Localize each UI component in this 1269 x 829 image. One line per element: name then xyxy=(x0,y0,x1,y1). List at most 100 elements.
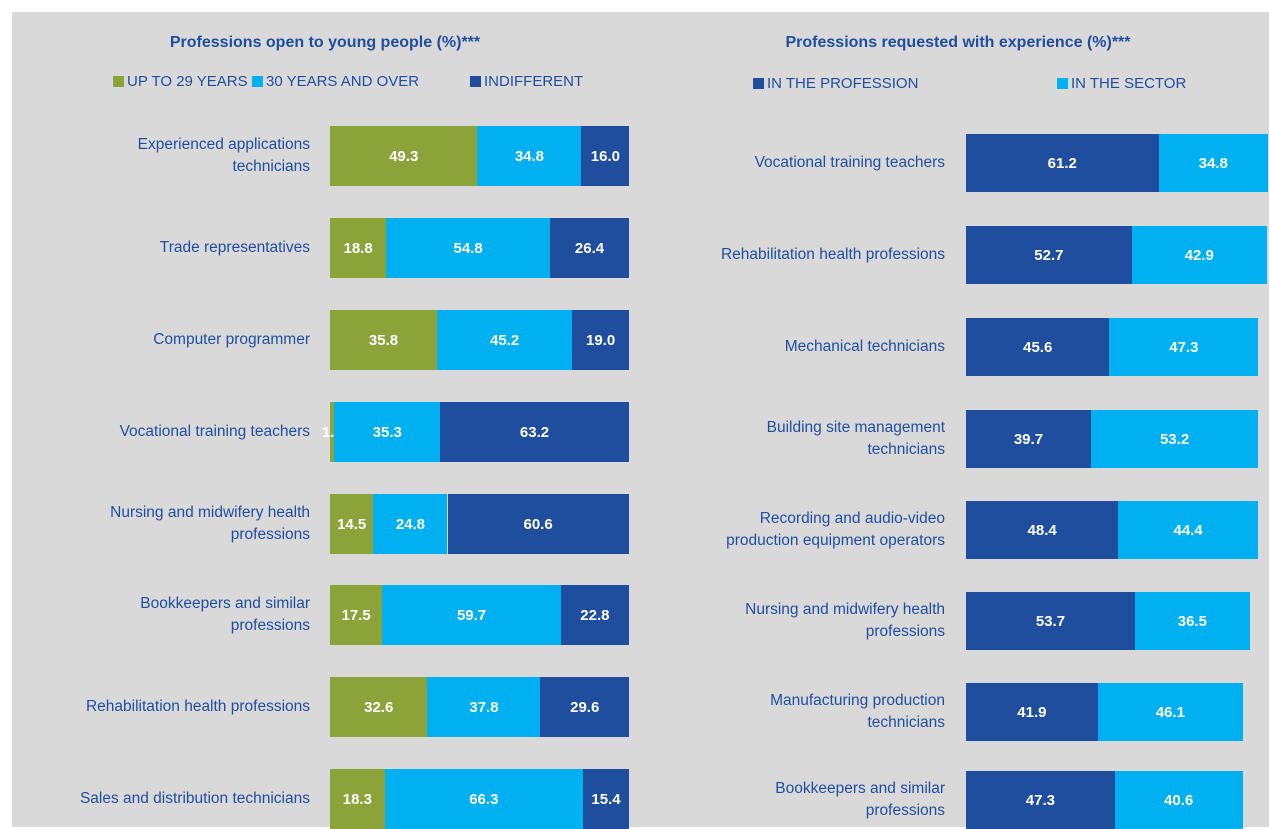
category-label: Sales and distribution technicians xyxy=(79,790,310,807)
legend-swatch xyxy=(1057,78,1068,89)
data-label: 39.7 xyxy=(1013,430,1044,448)
category-label: Vocational training teachers xyxy=(119,423,310,440)
data-label: 17.5 xyxy=(341,606,371,624)
bar-segment: 37.8 xyxy=(427,677,541,737)
legend-label: IN THE SECTOR xyxy=(1071,75,1187,92)
data-label: 19.0 xyxy=(585,331,616,349)
data-label: 41.9 xyxy=(1017,703,1047,721)
data-label: 36.5 xyxy=(1177,612,1207,630)
data-label: 66.3 xyxy=(469,790,499,808)
data-label: 45.6 xyxy=(1023,338,1053,356)
category-label: Bookkeepers and similar professions xyxy=(775,780,945,819)
data-label: 15.4 xyxy=(591,790,621,808)
bar-segment: 35.8 xyxy=(330,310,438,370)
chart-title: Professions open to young people (%)*** xyxy=(169,34,481,51)
bar-segment: 29.6 xyxy=(540,677,629,737)
data-label: 16.0 xyxy=(590,147,620,165)
bar-segment: 34.8 xyxy=(477,126,582,186)
bar-segment: 44.4 xyxy=(1118,501,1258,559)
category-label: Experienced applications technicians xyxy=(137,136,310,175)
legend-swatch xyxy=(470,76,481,87)
legend-swatch xyxy=(113,76,124,87)
category-label: Rehabilitation health professions xyxy=(85,698,310,715)
data-label: 47.3 xyxy=(1025,791,1055,809)
legend-item: 30 YEARS AND OVER xyxy=(252,73,419,90)
bar-segment: 42.9 xyxy=(1131,226,1267,284)
legend-label: INDIFFERENT xyxy=(484,73,584,90)
data-label: 48.4 xyxy=(1027,521,1057,539)
data-label: 26.4 xyxy=(574,239,605,257)
bar-segment: 36.5 xyxy=(1134,592,1250,650)
legend-item: INDIFFERENT xyxy=(470,73,583,90)
data-label: 54.8 xyxy=(453,239,483,257)
category-label: Trade representatives xyxy=(159,239,310,256)
data-label: 61.2 xyxy=(1047,154,1077,172)
bar-segment: 53.7 xyxy=(966,592,1135,650)
legend-label: 30 YEARS AND OVER xyxy=(266,73,420,90)
bar-segment: 39.7 xyxy=(966,410,1091,468)
bar-segment: 40.6 xyxy=(1114,771,1243,829)
bar-segment: 18.3 xyxy=(330,769,385,829)
category-label: Manufacturing production technicians xyxy=(770,692,945,731)
data-label: 63.2 xyxy=(519,423,550,441)
bar-segment: 46.1 xyxy=(1097,683,1243,741)
data-label: 35.3 xyxy=(372,423,402,441)
data-label: 37.8 xyxy=(469,698,499,716)
bar-segment: 34.8 xyxy=(1158,134,1268,192)
category-label: Computer programmer xyxy=(153,331,310,348)
bar-segment: 24.8 xyxy=(373,494,448,554)
legend-item: UP TO 29 YEARS xyxy=(113,73,248,90)
chart-title: Professions requested with experience (%… xyxy=(785,34,1131,51)
data-label: 22.8 xyxy=(580,606,610,624)
legend-swatch xyxy=(252,76,263,87)
category-label: Recording and audio-video production equ… xyxy=(726,510,945,549)
data-label: 40.6 xyxy=(1164,791,1194,809)
legend-item: IN THE SECTOR xyxy=(1057,75,1186,92)
bar-segment: 52.7 xyxy=(966,226,1132,284)
bar-segment: 54.8 xyxy=(386,218,551,278)
data-label: 32.6 xyxy=(364,698,394,716)
bar-segment: 53.2 xyxy=(1090,410,1259,468)
data-label: 53.7 xyxy=(1035,612,1066,630)
category-label: Bookkeepers and similar professions xyxy=(140,595,310,634)
bar-segment: 45.6 xyxy=(966,318,1110,376)
bar-segment: 41.9 xyxy=(966,683,1098,741)
bar-segment: 32.6 xyxy=(330,677,428,737)
bar-segment: 66.3 xyxy=(384,769,583,829)
data-label: 42.9 xyxy=(1184,246,1214,264)
data-label: 44.4 xyxy=(1173,521,1203,539)
bar-segment: 15.4 xyxy=(582,769,629,829)
data-label: 49.3 xyxy=(389,147,419,165)
bar-segment: 16.0 xyxy=(581,126,630,186)
bar-segment: 19.0 xyxy=(572,310,629,370)
bar-segment: 48.4 xyxy=(966,501,1119,559)
category-label: Vocational training teachers xyxy=(754,154,945,171)
data-label: 59.7 xyxy=(456,606,487,624)
data-label: 29.6 xyxy=(570,698,600,716)
data-label: 52.7 xyxy=(1034,246,1064,264)
data-label: 34.8 xyxy=(514,147,545,165)
bar-segment: 26.4 xyxy=(550,218,629,278)
data-label: 14.5 xyxy=(337,515,367,533)
data-label: 24.8 xyxy=(395,515,426,533)
data-label: 34.8 xyxy=(1198,154,1228,172)
bar-segment: 17.5 xyxy=(330,585,383,645)
legend-item: IN THE PROFESSION xyxy=(753,75,918,92)
bar-segment: 49.3 xyxy=(330,126,478,186)
bar-segment: 18.8 xyxy=(330,218,387,278)
category-label: Building site management technicians xyxy=(766,419,945,458)
data-label: 18.3 xyxy=(342,790,372,808)
bar-segment: 47.3 xyxy=(966,771,1115,829)
data-label: 18.8 xyxy=(343,239,373,257)
category-label: Mechanical technicians xyxy=(784,338,945,355)
data-label: 46.1 xyxy=(1155,703,1185,721)
category-label: Nursing and midwifery health professions xyxy=(745,601,945,640)
bar-segment: 59.7 xyxy=(382,585,561,645)
legend-label: UP TO 29 YEARS xyxy=(127,73,248,90)
legend-swatch xyxy=(753,78,764,89)
bar-segment: 45.2 xyxy=(437,310,573,370)
data-label: 60.6 xyxy=(523,515,553,533)
bar-segment: 63.2 xyxy=(440,402,629,462)
data-label: 35.8 xyxy=(368,331,399,349)
